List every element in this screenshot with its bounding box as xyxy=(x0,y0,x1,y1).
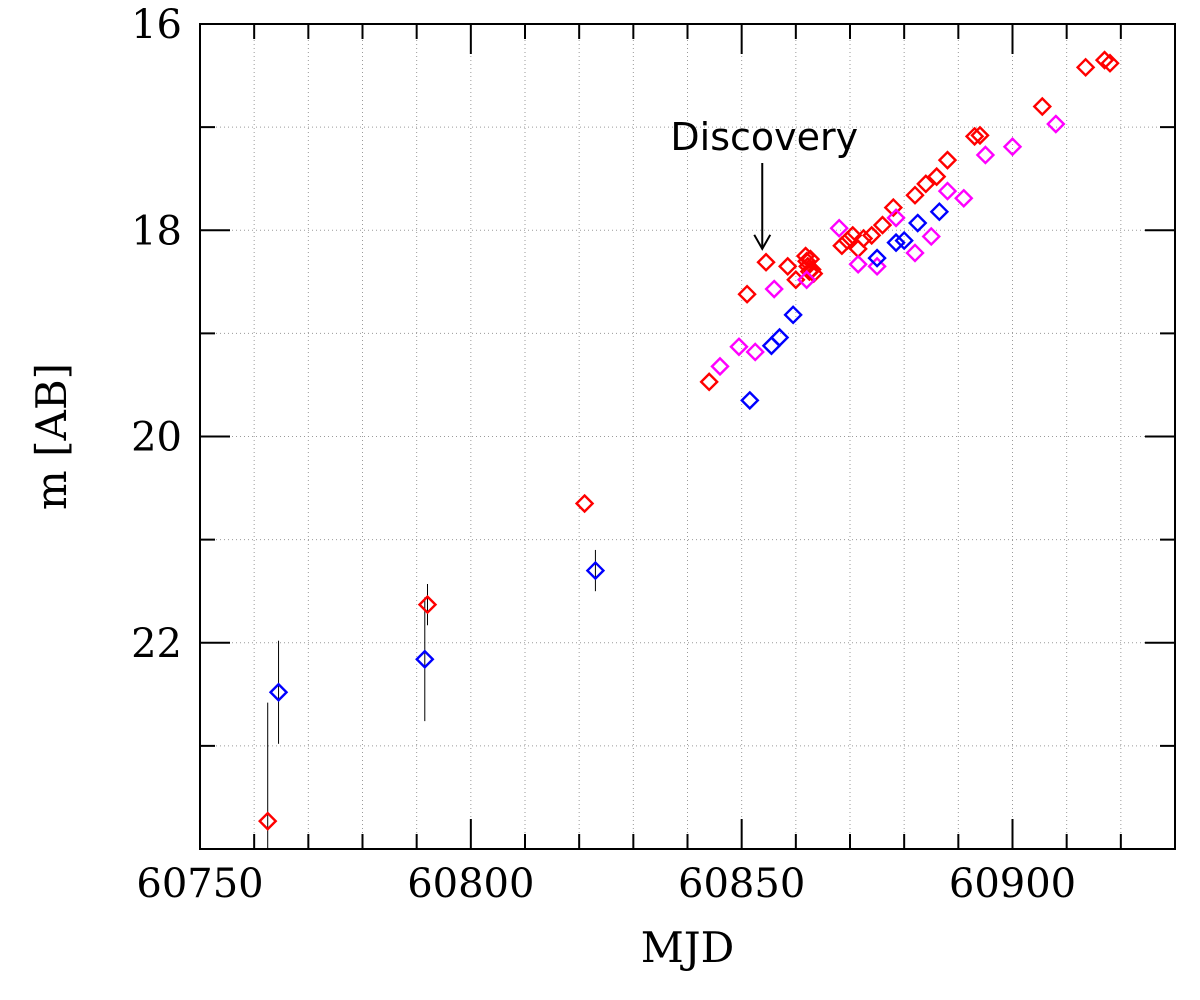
magenta-point xyxy=(745,342,765,362)
x-tick-label: 60800 xyxy=(407,861,534,907)
discovery-label: Discovery xyxy=(670,115,858,159)
red-point xyxy=(937,150,958,170)
y-tick-label: 16 xyxy=(131,2,182,48)
x-tick-label: 60900 xyxy=(949,861,1076,907)
red-point xyxy=(796,251,817,271)
annotations: Discovery xyxy=(670,115,858,251)
blue-point xyxy=(908,213,928,233)
red-point xyxy=(756,252,776,272)
red-point xyxy=(843,225,863,246)
magenta-point xyxy=(867,256,887,277)
magenta-point xyxy=(1046,114,1066,134)
red-point xyxy=(795,246,816,266)
blue-point xyxy=(783,305,803,325)
x-axis-title: MJD xyxy=(641,923,735,972)
red-point xyxy=(905,185,925,205)
red-point xyxy=(1032,96,1052,117)
red-point xyxy=(916,174,936,194)
red-point xyxy=(853,228,874,249)
red-point xyxy=(837,230,857,251)
magenta-point xyxy=(1002,137,1023,157)
blue-point xyxy=(761,336,782,356)
blue-point xyxy=(268,682,289,702)
magenta-point xyxy=(905,243,925,263)
red-point xyxy=(883,197,904,218)
blue-point xyxy=(585,560,606,581)
y-tick-label: 20 xyxy=(131,415,182,461)
blue-point xyxy=(769,327,790,348)
tick-labels: 60750 60800 60850 60900 16 18 20 22 xyxy=(131,2,1076,907)
grid-lines xyxy=(200,24,1175,849)
red-point xyxy=(737,284,757,304)
y-axis-title: m [AB] xyxy=(27,363,76,510)
blue-point xyxy=(929,201,950,222)
blue-point xyxy=(894,230,914,251)
red-point xyxy=(926,166,947,187)
magenta-point xyxy=(848,254,868,274)
discovery-arrowhead xyxy=(753,234,772,251)
red-point xyxy=(1075,57,1096,78)
magenta-point xyxy=(886,208,906,228)
x-tick-label: 60850 xyxy=(678,861,805,907)
magenta-point xyxy=(975,145,996,165)
blue-point xyxy=(415,649,435,669)
x-tick-label: 60750 xyxy=(136,861,263,907)
red-point xyxy=(417,594,438,615)
magenta-point xyxy=(829,218,849,238)
axis-ticks xyxy=(200,24,1175,849)
magenta-point xyxy=(954,188,974,208)
red-point xyxy=(964,126,985,147)
magenta-point xyxy=(937,181,958,201)
red-point xyxy=(1094,50,1115,70)
blue-point xyxy=(886,232,906,253)
red-point xyxy=(1100,53,1120,73)
magenta-point xyxy=(764,279,784,299)
magenta-point xyxy=(796,270,817,290)
error-bars xyxy=(267,549,596,849)
y-tick-label: 18 xyxy=(131,208,182,254)
magenta-point xyxy=(921,226,941,247)
red-point xyxy=(574,493,595,514)
magenta-point xyxy=(729,337,749,357)
magenta-point xyxy=(710,356,730,377)
red-point xyxy=(786,270,806,290)
red-point xyxy=(861,225,882,246)
blue-point xyxy=(740,390,760,411)
red-point xyxy=(778,256,798,277)
red-point xyxy=(970,125,990,146)
red-point xyxy=(832,236,852,256)
data-points xyxy=(258,50,1120,831)
blue-point xyxy=(867,248,887,268)
red-point xyxy=(699,372,719,392)
plot-frame xyxy=(199,23,1176,850)
y-tick-label: 22 xyxy=(131,621,182,667)
red-point xyxy=(258,811,278,831)
red-point xyxy=(872,215,893,235)
